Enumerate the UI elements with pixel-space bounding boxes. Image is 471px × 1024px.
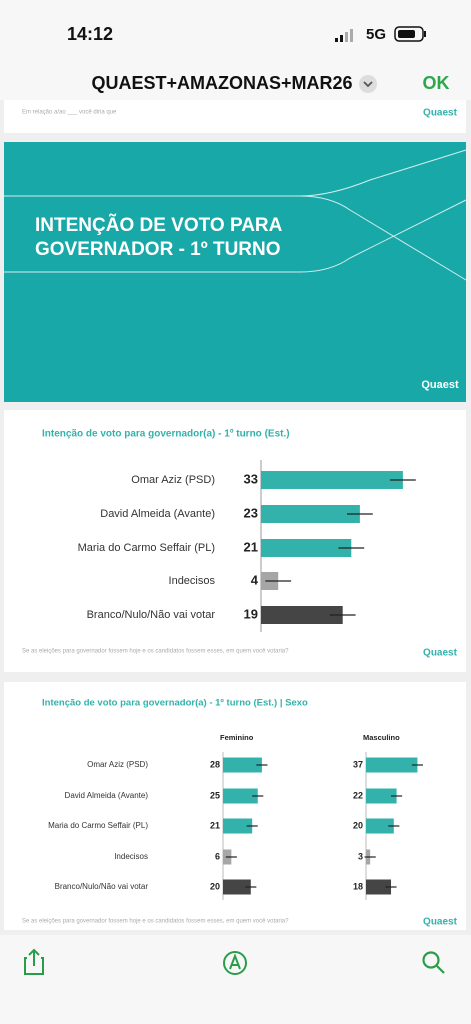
value-label: 28 [210,759,220,769]
category-label: Branco/Nulo/Não vai votar [87,609,216,621]
logo: Quaest [423,648,458,659]
value-label: 3 [358,851,363,861]
category-label: Indecisos [114,852,148,861]
slide [4,100,466,133]
slide-title: INTENÇÃO DE VOTO PARA [35,214,283,236]
value-label: 20 [353,820,363,830]
bar [223,788,258,804]
series-label: Feminino [220,733,254,742]
chart-title: Intenção de voto para governador(a) - 1º… [42,429,290,440]
logo: Quaest [423,917,458,928]
markup-button[interactable] [223,951,247,975]
bar [261,539,352,557]
value-label: 33 [244,471,258,486]
category-label: Maria do Carmo Seffair (PL) [48,821,148,830]
category-label: Branco/Nulo/Não vai votar [55,882,149,891]
chart-title: Intenção de voto para governador(a) - 1º… [42,698,308,709]
category-label: Omar Aziz (PSD) [131,474,215,486]
battery [394,26,426,42]
value-label: 19 [244,606,258,621]
title-menu[interactable] [359,75,377,93]
value-label: 4 [251,572,259,587]
search-button[interactable] [422,951,445,974]
series-label: Masculino [363,733,400,742]
bar [261,606,343,624]
logo: Quaest [423,108,458,119]
slide [4,410,466,672]
value-label: 6 [215,851,220,861]
category-label: David Almeida (Avante) [65,791,149,800]
category-label: David Almeida (Avante) [100,508,215,520]
bar [261,471,403,489]
slide-caption: Em relação a/ao ___ você diria que [22,110,117,116]
bar [261,505,360,523]
bar [223,757,262,773]
category-label: Maria do Carmo Seffair (PL) [78,542,215,554]
bar [366,818,394,834]
slide-title: GOVERNADOR - 1º TURNO [35,239,281,260]
footnote: Se as eleições para governador fossem ho… [22,649,289,655]
done-button[interactable]: OK [423,73,450,93]
bar [366,757,418,773]
value-label: 25 [210,790,220,800]
value-label: 22 [353,790,363,800]
bar [366,879,392,895]
category-label: Omar Aziz (PSD) [87,760,148,769]
footnote: Se as eleições para governador fossem ho… [22,919,289,925]
value-label: 18 [353,881,363,891]
document-title: QUAEST+AMAZONAS+MAR26 [91,73,352,93]
network: 5G [366,26,386,43]
category-label: Indecisos [169,575,216,587]
bar [223,818,253,834]
share-button[interactable] [24,948,44,975]
time: 14:12 [67,24,113,44]
signal [335,29,353,42]
bar [223,879,251,895]
value-label: 20 [210,881,220,891]
value-label: 23 [244,505,258,520]
bar [366,788,397,804]
toolbar [0,935,471,1024]
value-label: 37 [353,759,363,769]
decoration [4,149,467,281]
value-label: 21 [244,539,258,554]
value-label: 21 [210,820,220,830]
logo: Quaest [421,379,459,391]
